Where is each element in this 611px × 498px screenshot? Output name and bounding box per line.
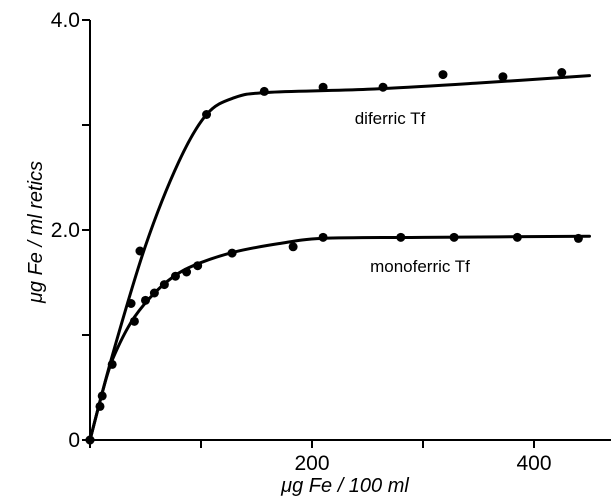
series-labels: diferric Tf monoferric Tf [355,109,470,276]
monoferric-tf-data-point [129,316,139,326]
monoferric-tf-data-point [288,242,298,252]
monoferric-tf-data-point [227,248,237,258]
x-axis-ticks: 200 400 [89,440,552,475]
monoferric-tf-fit-curve [88,234,591,442]
monoferric-tf-data-point [141,295,150,305]
data-points [85,68,583,445]
diferric-tf-data-point [557,68,567,77]
y-axis-label: μg Fe / ml retics [25,161,47,304]
monoferric-tf-data-point [149,288,159,298]
monoferric-tf-data-point [193,261,203,271]
x-tick-label: 200 [294,452,329,475]
monoferric-tf-data-point [107,359,117,369]
diferric-tf-data-point [498,72,508,82]
monoferric-tf-data-point [318,232,328,242]
diferric-tf-fit-curve [88,74,591,442]
monoferric-tf-label: monoferric Tf [370,257,470,276]
diferric-tf-data-point [378,82,388,92]
fit-curves [88,74,591,442]
y-tick-label: 2.0 [51,219,80,242]
y-tick-label: 4.0 [51,9,80,32]
diferric-tf-data-point [438,70,448,80]
diferric-tf-data-point [135,246,145,256]
diferric-tf-label: diferric Tf [355,109,426,128]
monoferric-tf-data-point [170,271,180,281]
diferric-tf-data-point [318,82,328,92]
monoferric-tf-data-point [126,299,136,308]
monoferric-tf-data-point [449,232,459,242]
diferric-tf-data-point [202,110,212,119]
monoferric-tf-data-point [159,280,169,290]
monoferric-tf-data-point [512,232,522,242]
monoferric-tf-data-point [85,435,95,445]
monoferric-tf-data-point [396,232,406,242]
y-axis-ticks: 0 2.0 4.0 [51,9,90,452]
x-tick-label: 400 [516,452,551,475]
y-tick-label: 0 [68,429,80,452]
monoferric-tf-data-point [95,401,105,411]
diferric-tf-data-point [259,86,269,96]
monoferric-tf-data-point [97,391,107,401]
monoferric-tf-data-point [573,233,583,243]
x-axis-label: μg Fe / 100 ml [280,475,409,497]
monoferric-tf-data-point [182,267,192,277]
chart-axes [89,20,611,441]
